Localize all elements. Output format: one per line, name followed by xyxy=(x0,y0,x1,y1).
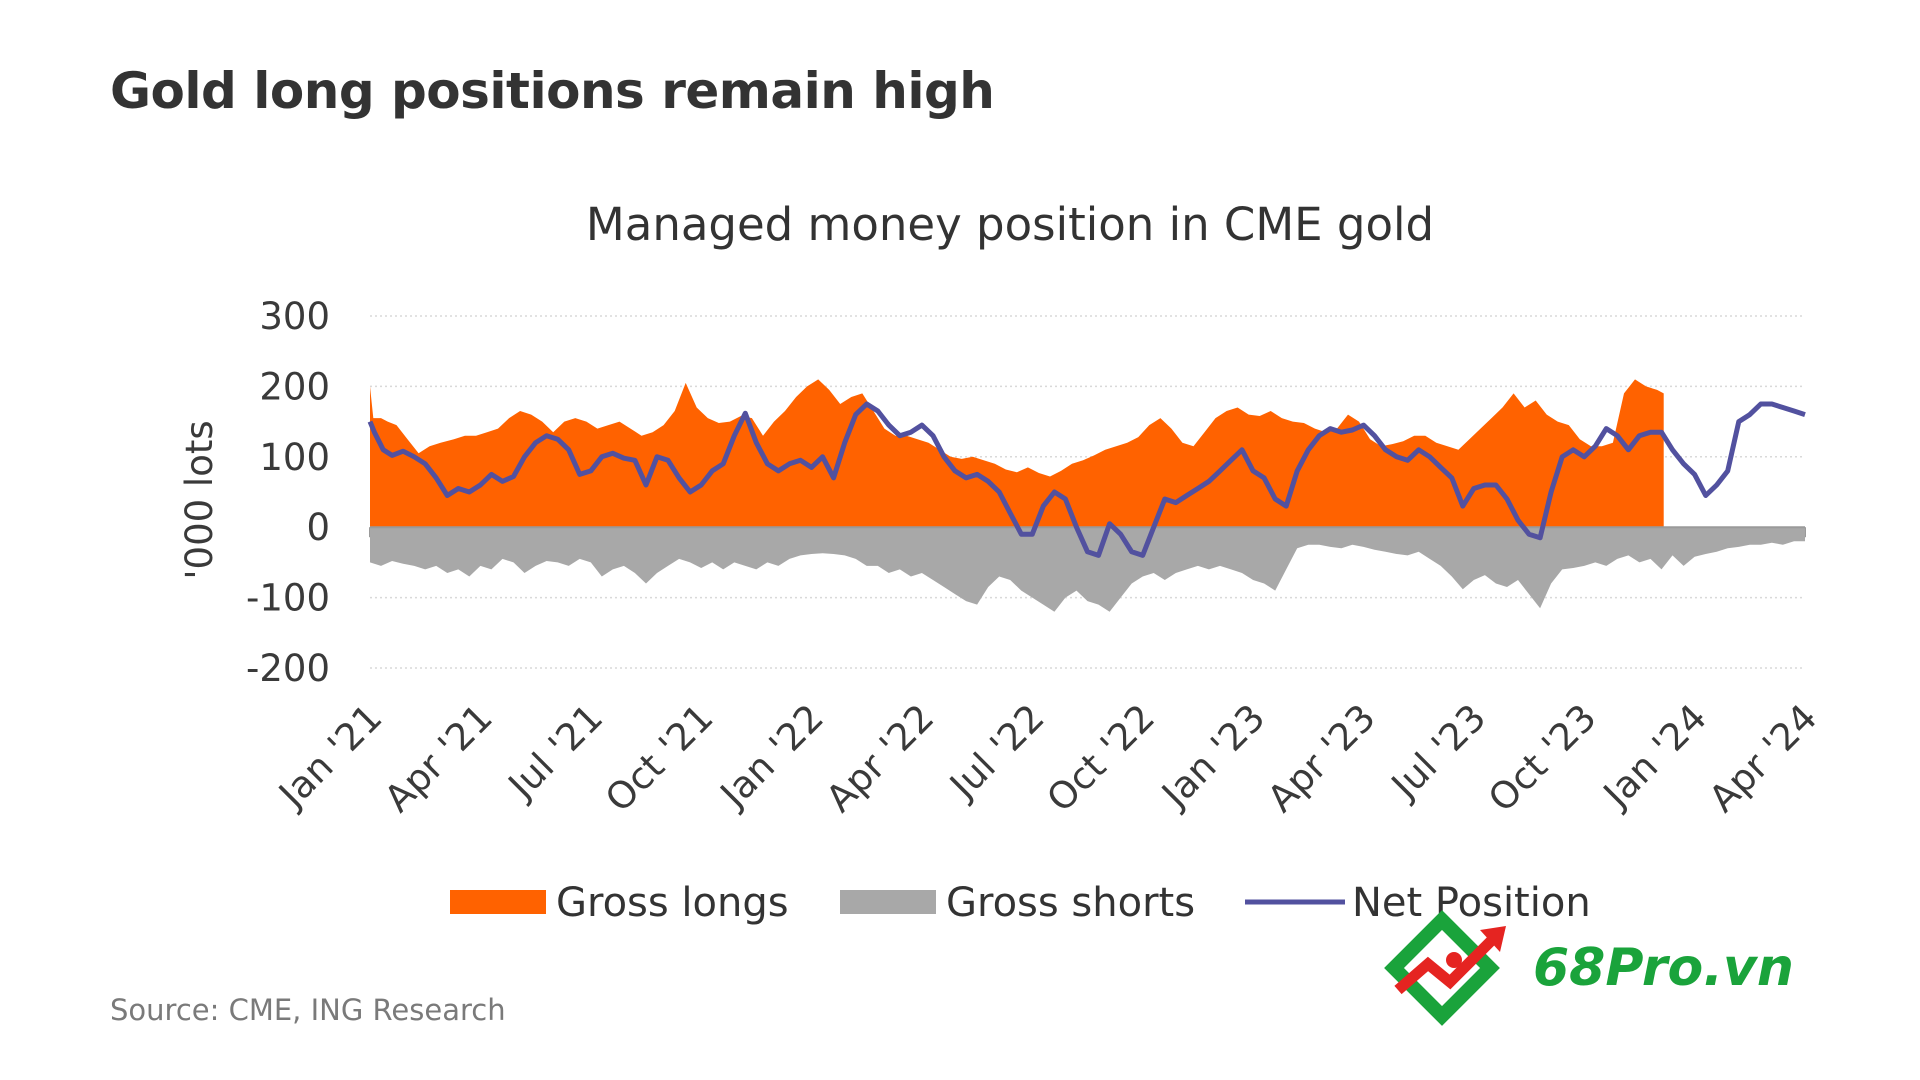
legend-label-longs: Gross longs xyxy=(556,880,789,926)
chart-title: Managed money position in CME gold xyxy=(586,198,1434,251)
logo-diamond-icon xyxy=(1384,910,1506,1026)
x-tick-label: Apr '24 xyxy=(1701,696,1825,820)
x-tick-label: Jan '23 xyxy=(1152,696,1273,817)
y-tick-labels: 300 200 100 0 -100 -200 xyxy=(246,295,330,690)
y-tick-label: -100 xyxy=(246,577,330,620)
x-tick-label: Jul '21 xyxy=(499,696,611,808)
x-tick-label: Jul '22 xyxy=(940,696,1052,808)
gross-longs-area xyxy=(370,379,1664,528)
plot-area xyxy=(367,379,1806,612)
y-tick-label: 300 xyxy=(259,295,330,338)
x-tick-label: Apr '23 xyxy=(1259,696,1383,820)
x-tick-label: Oct '22 xyxy=(1039,696,1163,820)
x-tick-label: Jan '21 xyxy=(269,696,390,817)
watermark-text: 68Pro.vn xyxy=(1533,938,1794,998)
chart-heading: Gold long positions remain high xyxy=(110,62,995,120)
gross-shorts-area xyxy=(370,527,1805,612)
x-tick-label: Jan '22 xyxy=(711,696,832,817)
y-tick-label: 100 xyxy=(259,436,330,479)
x-tick-label: Jul '23 xyxy=(1382,696,1494,808)
x-tick-label: Jan '24 xyxy=(1594,696,1715,817)
x-tick-label: Oct '21 xyxy=(597,696,721,820)
x-tick-label: Oct '23 xyxy=(1480,696,1604,820)
x-tick-label: Apr '21 xyxy=(376,696,500,820)
y-axis-label: '000 lots xyxy=(178,420,221,579)
y-tick-label: 0 xyxy=(306,506,330,549)
source-note: Source: CME, ING Research xyxy=(110,993,506,1027)
x-tick-label: Apr '22 xyxy=(818,696,942,820)
legend-swatch-longs xyxy=(450,890,546,914)
watermark-logo: 68Pro.vn xyxy=(1380,908,1800,1048)
y-tick-label: 200 xyxy=(259,365,330,408)
legend-label-shorts: Gross shorts xyxy=(946,880,1195,926)
net-position-line xyxy=(367,401,1806,558)
legend-swatch-shorts xyxy=(840,890,936,914)
y-tick-label: -200 xyxy=(246,647,330,690)
legend: Gross longs Gross shorts Net Position xyxy=(450,880,1591,926)
legend-label-net: Net Position xyxy=(1352,880,1591,926)
